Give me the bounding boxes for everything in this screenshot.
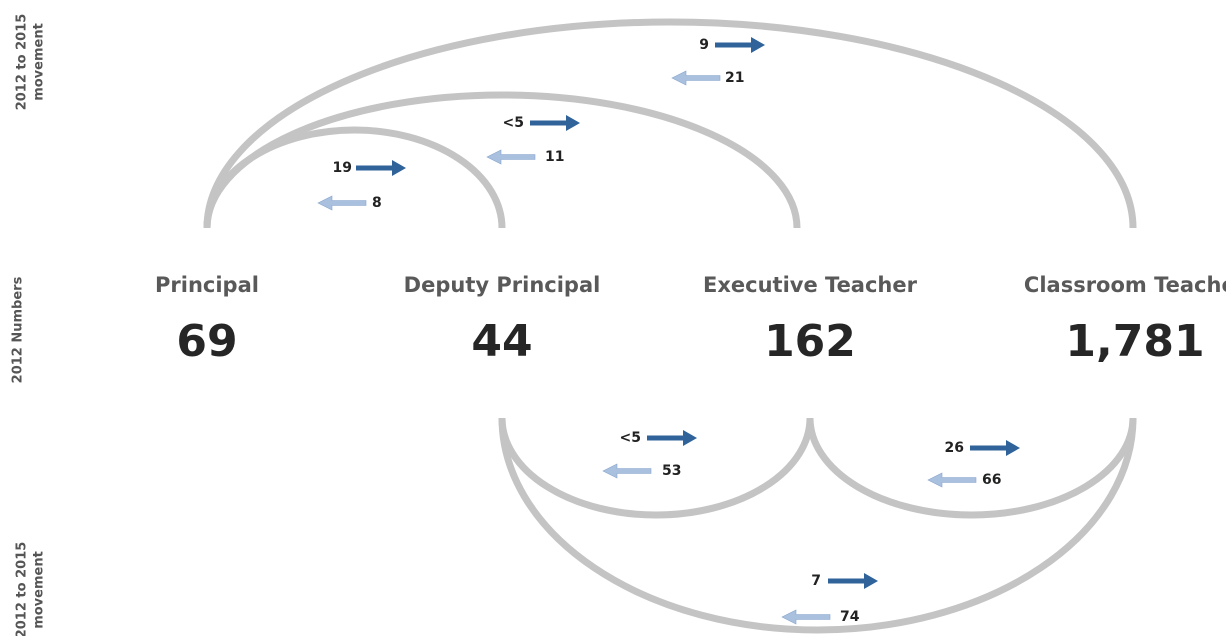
forward-arrow [356,160,406,176]
back-count: 8 [372,195,382,211]
node-label: Classroom Teacher [1024,273,1226,297]
back-count: 53 [662,463,681,479]
back-arrow [486,149,536,165]
back-arrow [671,70,721,86]
node-value: 1,781 [1065,316,1204,367]
forward-count: <5 [503,115,524,131]
node-value: 162 [764,316,856,367]
forward-arrow [970,440,1020,456]
back-count: 21 [725,70,744,86]
node-value: 44 [471,316,532,367]
back-arrow [317,195,367,211]
forward-count: 9 [699,37,709,53]
content: Principal 69 Deputy Principal 44 Executive T… [155,37,1226,625]
back-arrow [602,463,652,479]
back-arrow [781,609,831,625]
back-count: 66 [982,472,1001,488]
forward-arrow [715,37,765,53]
node-value: 69 [176,316,237,367]
forward-arrow [647,430,697,446]
arc [498,417,1137,634]
node-label: Principal [155,273,259,297]
arc [806,417,1137,519]
forward-count: 26 [945,440,964,456]
forward-arrow [828,573,878,589]
node-label: Deputy Principal [404,273,601,297]
side-label: 2012 to 2015 [15,542,30,636]
side-label: 2012 Numbers [11,276,26,383]
side-label: movement [32,23,47,101]
arcs [203,18,1137,634]
forward-count: 19 [333,160,352,176]
back-count: 74 [840,609,860,625]
back-count: 11 [545,149,564,165]
back-arrow [927,472,977,488]
arc [203,18,1137,229]
side-label: movement [32,551,47,629]
side-label: 2012 to 2015 [15,14,30,111]
arc [203,91,801,229]
forward-count: 7 [811,573,821,589]
forward-count: <5 [620,430,641,446]
node-label: Executive Teacher [703,273,918,297]
forward-arrow [530,115,580,131]
arc [498,417,814,519]
